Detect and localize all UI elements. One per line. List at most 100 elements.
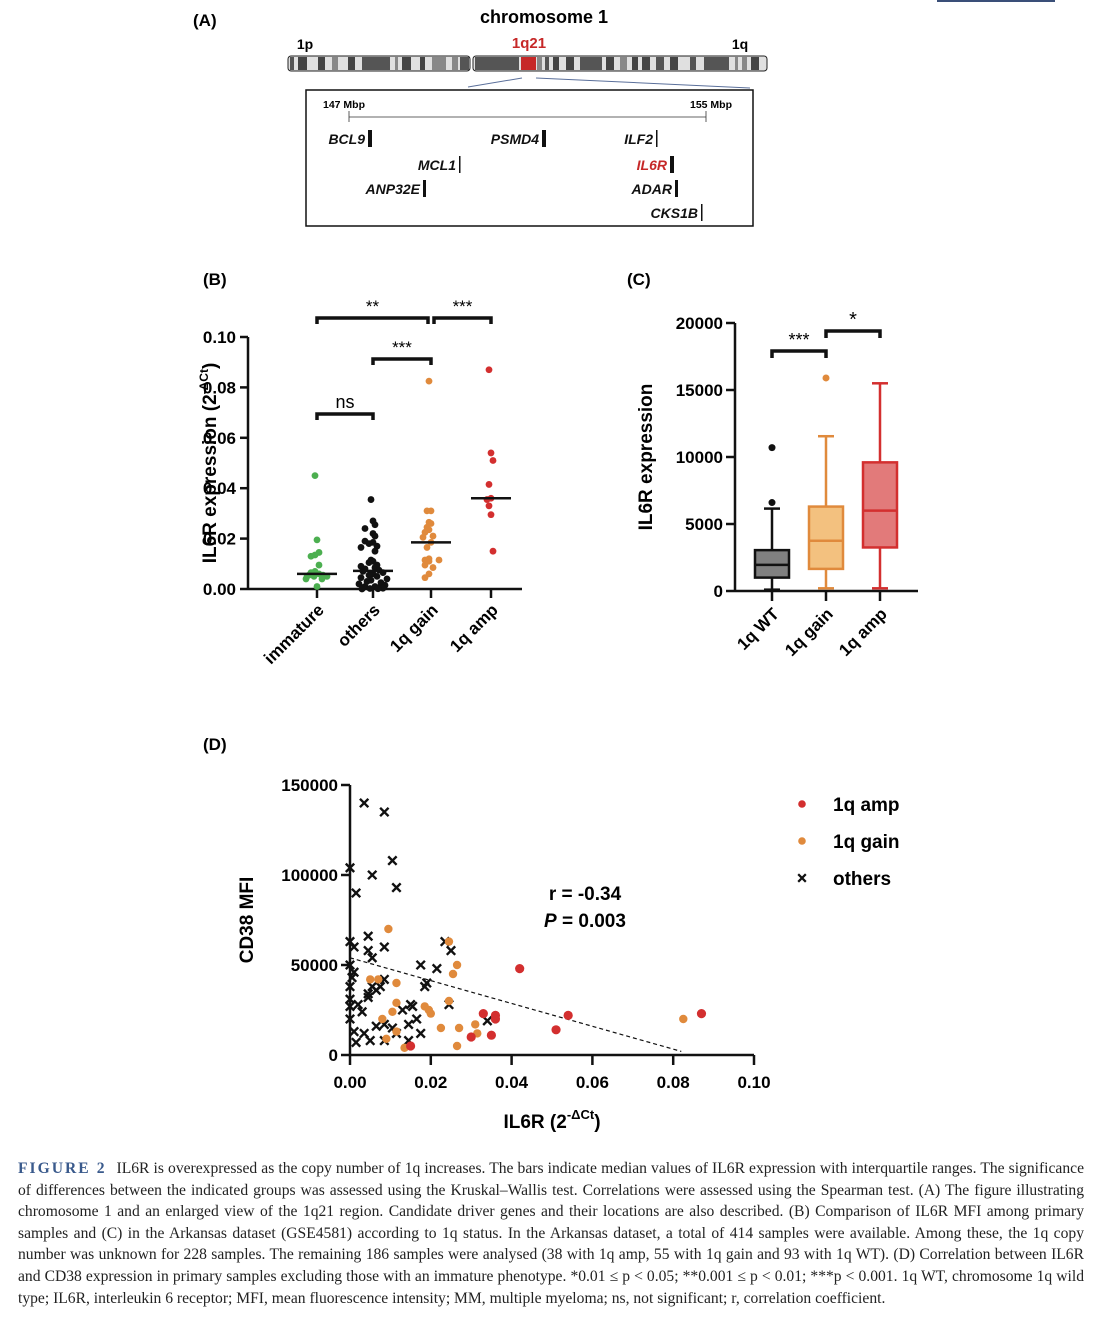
data-point-others	[411, 1013, 422, 1025]
data-point-others	[367, 952, 378, 963]
x-tick-label: 0.06	[576, 1073, 609, 1092]
gene-label-ilf2: ILF2	[624, 131, 653, 147]
data-point-others	[373, 573, 381, 580]
x-tick-label: 1q amp	[446, 600, 502, 656]
gene-label-bcl9: BCL9	[328, 131, 365, 147]
x-tick-label: immature	[260, 600, 328, 668]
scale-start-label: 147 Mbp	[323, 99, 365, 111]
p-label: P	[544, 911, 557, 932]
significance-label: ***	[788, 330, 809, 350]
header-rule	[937, 0, 1055, 2]
gene-label-psmd4: PSMD4	[491, 131, 539, 147]
data-point-others	[379, 974, 390, 985]
data-point-1q-gain	[423, 507, 431, 515]
x-tick-label: others	[334, 600, 384, 650]
data-point-immature	[307, 552, 315, 560]
legend-label: others	[833, 869, 891, 890]
gene-marker-il6r	[670, 156, 674, 173]
significance-bracket	[315, 412, 375, 420]
gene-label-cks1b: CKS1B	[651, 205, 698, 221]
data-point-1q-amp	[478, 1009, 488, 1019]
chromosome-band	[742, 57, 747, 70]
legend-marker-1q-amp	[798, 800, 806, 808]
significance-bracket	[432, 316, 493, 324]
data-point-others	[379, 941, 390, 953]
data-point-others	[379, 806, 390, 818]
data-point-others	[387, 855, 398, 866]
y-tick-label: 0	[714, 582, 723, 601]
y-tick-label: 0.06	[203, 429, 236, 448]
legend-marker-others	[797, 873, 807, 883]
gene-label-il6r: IL6R	[637, 157, 668, 173]
y-tick-label: 150000	[281, 776, 338, 795]
data-point-immature	[318, 575, 326, 583]
chromosome-band	[580, 57, 602, 70]
data-point-others	[346, 972, 358, 983]
x-tick-label: 0.10	[737, 1073, 770, 1092]
y-tick-label: 0.00	[203, 580, 236, 599]
gene-marker-psmd4	[542, 130, 546, 147]
chromosome-band	[402, 57, 411, 70]
x-label-main: IL6R (2	[503, 1112, 566, 1133]
panel-a-label: (A)	[193, 11, 217, 30]
y-tick-label: 15000	[676, 381, 723, 400]
y-tick-label: 100000	[281, 866, 338, 885]
data-point-1q-gain	[452, 960, 462, 970]
data-point-1q-gain	[423, 544, 431, 551]
data-point-others	[383, 575, 391, 583]
data-point-1q-amp	[490, 1010, 501, 1021]
data-point-others	[367, 496, 375, 503]
data-point-others	[366, 585, 374, 592]
data-point-1q-gain	[471, 1020, 480, 1029]
y-label-superscript: -ΔCt	[197, 369, 211, 394]
data-point-others	[353, 999, 364, 1010]
panel-a: (A) chromosome 1 1p 1q21 1q 147 Mbp 155 …	[193, 7, 768, 227]
chromosome-band	[620, 57, 627, 70]
x-label-end: )	[594, 1112, 600, 1133]
chromosome-band	[632, 57, 638, 70]
chromosome-band	[545, 57, 549, 70]
zoom-line-left	[467, 77, 523, 88]
data-point-1q-amp	[489, 457, 497, 464]
panel-b: (B) 0.00 0.02 0.04 0.06 0.08 0.10 IL6R express…	[197, 270, 522, 668]
panel-c: (C) 0 5000 10000 15000 20000 IL6R expression 1…	[627, 270, 918, 660]
figure-caption: FIGURE 2 IL6R is overexpressed as the cop…	[18, 1158, 1084, 1309]
data-point-others	[344, 959, 356, 971]
chromosome-band	[475, 57, 519, 70]
region-label: 1q21	[512, 35, 546, 52]
significance-label: **	[366, 297, 380, 316]
data-point-1q-amp	[563, 1010, 573, 1021]
p-value: = 0.003	[557, 911, 626, 932]
data-point-others	[344, 981, 356, 992]
data-point-1q-amp	[485, 366, 493, 374]
chromosome-band	[318, 57, 325, 70]
data-point-others	[375, 981, 386, 992]
chromosome-band	[290, 57, 294, 70]
data-point-1q-gain	[374, 975, 383, 984]
data-point-immature	[313, 583, 321, 590]
data-point-immature	[315, 561, 323, 569]
x-tick-label: 0.00	[333, 1073, 366, 1092]
gene-list: BCL9 PSMD4 ILF2 MCL1 IL6R ANP32E ADAR CKS1B	[328, 130, 703, 221]
y-tick-label: 0.02	[203, 530, 236, 549]
data-point-1q-gain	[429, 532, 437, 540]
data-point-1q-gain	[392, 1027, 401, 1036]
scale-end-label: 155 Mbp	[690, 99, 732, 111]
y-axis-label: IL6R expression (2-ΔCt)	[197, 363, 221, 564]
data-point-1q-gain	[419, 533, 427, 541]
chromosome-band	[704, 57, 729, 70]
y-tick-label: 10000	[676, 448, 723, 467]
chromosome-band	[606, 57, 614, 70]
data-point-others	[363, 945, 374, 956]
significance-bracket	[315, 316, 430, 324]
y-tick-label: 50000	[291, 956, 338, 975]
y-tick-label: 5000	[685, 515, 723, 534]
chromosome-title: chromosome 1	[480, 7, 608, 27]
data-point-others	[374, 585, 382, 593]
zoom-line-right	[535, 77, 751, 89]
chromosome-band	[298, 57, 307, 70]
y-axis-label: IL6R expression	[636, 384, 657, 531]
data-point-others	[415, 1028, 426, 1039]
data-point-1q-amp	[486, 1030, 496, 1040]
chromosome-ideogram	[287, 55, 768, 72]
